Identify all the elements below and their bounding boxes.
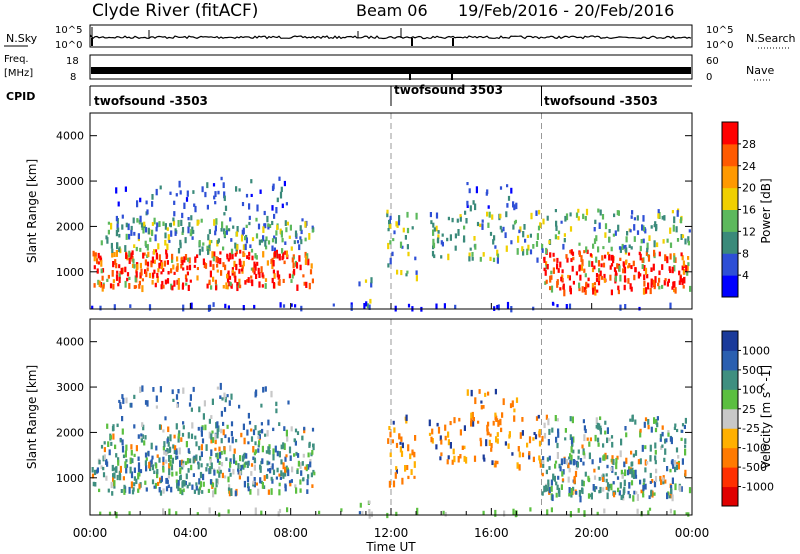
power-panel: 1000 2000 3000 4000 Slant Range [km] 4 8 12 16… (25, 112, 773, 313)
velocity-y-axis: 1000 2000 3000 4000 (56, 336, 692, 485)
power-ylabel: Slant Range [km] (25, 159, 39, 263)
colorbar-tick-label: 1000 (742, 344, 770, 357)
colorbar-swatch (722, 447, 738, 468)
nave-label: Nave (746, 64, 774, 77)
time-tick-label: 00:00 (73, 526, 108, 540)
colorbar-tick-label: 500 (742, 364, 763, 377)
cpid-segment-1: twofsound -3503 (94, 94, 208, 108)
freq-trace (91, 67, 691, 80)
station-title: Clyde River (fitACF) (92, 1, 258, 21)
colorbar-swatch (722, 122, 738, 145)
colorbar-tick-label: -500 (742, 461, 767, 474)
time-tick-label: 16:00 (474, 526, 509, 540)
colorbar-swatch (722, 389, 738, 410)
colorbar-tick-label: 24 (742, 160, 756, 173)
colorbar-swatch (722, 486, 738, 507)
colorbar-swatch (722, 209, 738, 232)
nsearch-tick-bottom: 10^0 (706, 40, 733, 51)
freq-tick-bottom: 8 (70, 72, 76, 83)
colorbar-tick-label: -1000 (742, 481, 774, 494)
nsky-trace (90, 27, 692, 46)
colorbar-tick-label: 12 (742, 225, 756, 238)
freq-unit: [MHz] (4, 68, 33, 79)
colorbar-tick-label: -100 (742, 442, 767, 455)
colorbar-tick-label: 4 (742, 269, 749, 282)
velocity-heatmap (91, 319, 692, 519)
time-tick-label: 00:00 (675, 526, 710, 540)
velocity-colorbar: 1000 500 100 25 -25 -100 -500 -1000 (721, 330, 774, 507)
colorbar-swatch (722, 187, 738, 210)
time-tick-label: 04:00 (173, 526, 208, 540)
freq-tick-top: 18 (66, 56, 79, 67)
colorbar-tick-label: 20 (742, 182, 756, 195)
power-colorbar-label: Power [dB] (759, 178, 773, 243)
nsky-tick-top: 10^5 (55, 25, 82, 36)
nsky-strip: N.Sky 10^5 10^0 10^5 10^0 N.Search (4, 24, 796, 51)
time-axis: 00:00 04:00 08:00 12:00 16:00 20:00 00:00 (73, 303, 710, 540)
time-axis-label: Time UT (365, 540, 416, 554)
cpid-segment-3: twofsound -3503 (544, 94, 658, 108)
time-tick-label: 12:00 (374, 526, 409, 540)
colorbar-swatch (722, 143, 738, 167)
date-range: 19/Feb/2016 - 20/Feb/2016 (458, 1, 674, 20)
range-tick-label: 1000 (56, 472, 84, 485)
velocity-colorbar-label: Velocity [m s^-1] (759, 365, 773, 469)
colorbar-swatch (722, 253, 738, 276)
colorbar-tick-label: -25 (742, 422, 760, 435)
range-tick-label: 4000 (56, 336, 84, 349)
beam-label: Beam 06 (356, 1, 428, 20)
nsearch-label: N.Search (746, 32, 796, 45)
freq-strip: Freq. [MHz] 18 8 60 0 Nave (4, 54, 774, 83)
nsky-label: N.Sky (6, 32, 38, 45)
power-heatmap (91, 113, 692, 313)
range-tick-label: 4000 (56, 130, 84, 143)
range-tick-label: 2000 (56, 426, 84, 439)
cpid-label: CPID (6, 90, 35, 103)
nsearch-tick-top: 10^5 (706, 25, 733, 36)
nave-tick-bottom: 0 (706, 72, 712, 83)
power-y-axis: 1000 2000 3000 4000 (56, 130, 692, 279)
colorbar-swatch (722, 275, 738, 298)
colorbar-tick-label: 16 (742, 204, 756, 217)
colorbar-swatch (722, 467, 738, 488)
colorbar-tick-label: 100 (742, 383, 763, 396)
power-colorbar: 4 8 12 16 20 24 28 (721, 121, 756, 298)
freq-label: Freq. (4, 54, 29, 65)
velocity-ylabel: Slant Range [km] (25, 365, 39, 469)
nsky-frame (89, 24, 693, 48)
colorbar-tick-label: 28 (742, 138, 756, 151)
colorbar-tick-label: 8 (742, 247, 749, 260)
colorbar-swatch (722, 331, 738, 351)
velocity-panel: 1000 2000 3000 4000 Slant Range [km] 1000 50… (25, 318, 774, 519)
nsky-tick-bottom: 10^0 (55, 40, 82, 51)
range-tick-label: 3000 (56, 381, 84, 394)
colorbar-swatch (722, 369, 738, 390)
time-tick-label: 20:00 (574, 526, 609, 540)
cpid-segment-2: twofsound 3503 (394, 83, 503, 97)
colorbar-swatch (722, 165, 738, 189)
colorbar-swatch (722, 408, 738, 429)
nave-tick-top: 60 (706, 56, 719, 67)
range-tick-label: 2000 (56, 220, 84, 233)
colorbar-swatch (722, 350, 738, 371)
range-tick-label: 1000 (56, 266, 84, 279)
colorbar-swatch (722, 231, 738, 254)
colorbar-swatch (722, 428, 738, 449)
cpid-strip: CPID twofsound -3503 twofsound 3503 twof… (6, 83, 692, 108)
freq-frame (89, 54, 693, 80)
cpid-dividers (89, 86, 542, 106)
range-tick-label: 3000 (56, 175, 84, 188)
colorbar-tick-label: 25 (742, 403, 756, 416)
time-tick-label: 08:00 (273, 526, 308, 540)
